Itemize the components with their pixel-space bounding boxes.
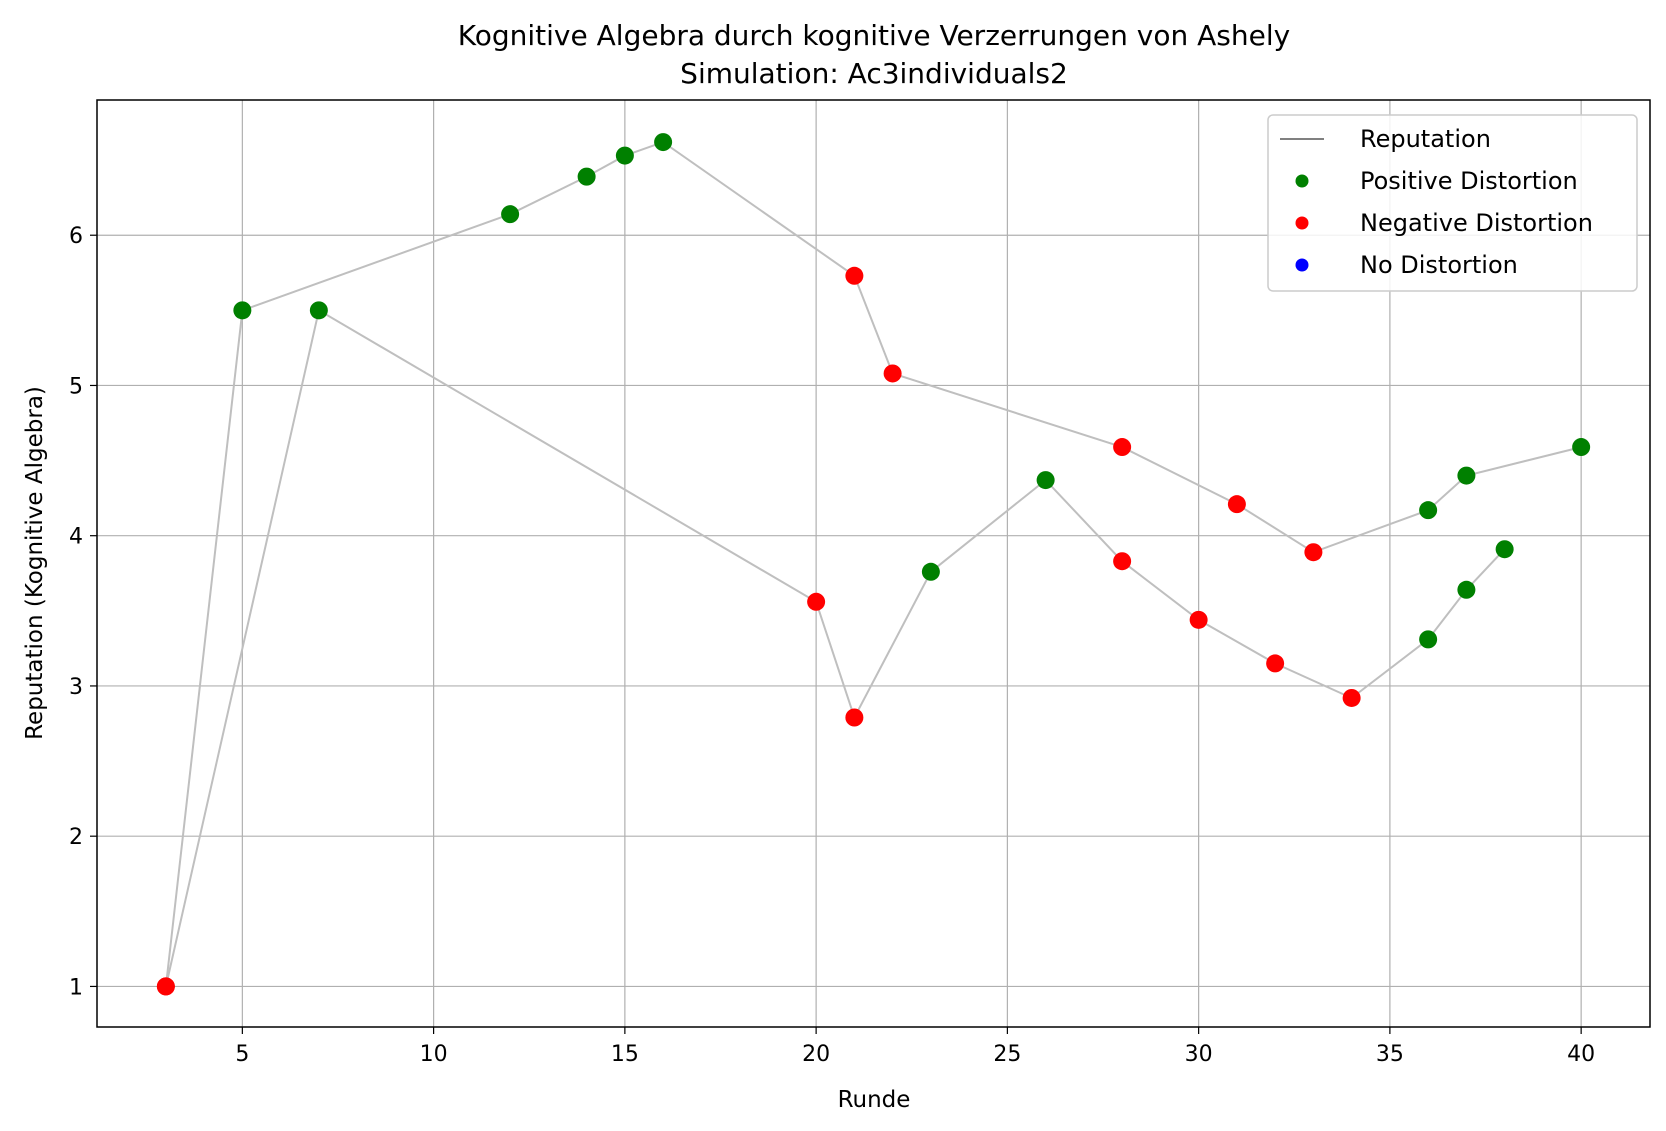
- positive-distortion-point: [233, 301, 252, 320]
- positive-distortion-point: [1495, 540, 1514, 559]
- negative-distortion-point: [1189, 610, 1208, 629]
- x-tick-label: 25: [993, 1042, 1021, 1067]
- data-points: [156, 133, 1591, 996]
- y-tick-label: 2: [69, 825, 83, 850]
- legend-marker-swatch: [1295, 258, 1309, 272]
- positive-distortion-point: [1457, 466, 1476, 485]
- y-tick-label: 4: [69, 525, 83, 550]
- y-tick-label: 1: [69, 975, 83, 1000]
- x-tick-label: 20: [802, 1042, 830, 1067]
- y-axis-label: Reputation (Kognitive Algebra): [22, 386, 48, 740]
- x-tick-label: 35: [1376, 1042, 1404, 1067]
- legend-marker-swatch: [1295, 216, 1309, 230]
- positive-distortion-point: [1457, 580, 1476, 599]
- negative-distortion-point: [845, 266, 864, 285]
- negative-distortion-point: [1304, 543, 1323, 562]
- legend-label: Negative Distortion: [1360, 209, 1593, 237]
- chart-title: Kognitive Algebra durch kognitive Verzer…: [458, 19, 1290, 52]
- positive-distortion-point: [654, 133, 673, 152]
- legend-label: No Distortion: [1360, 251, 1518, 279]
- positive-distortion-point: [1419, 501, 1438, 520]
- negative-distortion-point: [845, 708, 864, 727]
- x-axis-ticks: 5 10 15 20 25 30 35 40: [235, 1027, 1595, 1067]
- positive-distortion-point: [1572, 438, 1591, 457]
- legend-marker-swatch: [1295, 174, 1309, 188]
- negative-distortion-point: [1113, 438, 1132, 457]
- y-tick-label: 3: [69, 675, 83, 700]
- plot-frame: [96, 99, 1651, 1028]
- legend-box: [1267, 114, 1638, 292]
- negative-distortion-point: [807, 592, 826, 611]
- negative-distortion-point: [1342, 688, 1361, 707]
- positive-distortion-point: [309, 301, 328, 320]
- chart-subtitle: Simulation: Ac3individuals2: [680, 57, 1068, 90]
- negative-distortion-point: [1227, 495, 1246, 514]
- y-tick-label: 5: [69, 374, 83, 399]
- y-tick-label: 6: [69, 224, 83, 249]
- legend: Reputation Positive Distortion Negative Di…: [1267, 114, 1638, 292]
- x-tick-label: 40: [1567, 1042, 1595, 1067]
- negative-distortion-point: [1113, 552, 1132, 571]
- x-axis-label: Runde: [838, 1087, 911, 1113]
- negative-distortion-point: [1266, 654, 1285, 673]
- x-tick-label: 15: [611, 1042, 639, 1067]
- legend-label: Positive Distortion: [1360, 167, 1578, 195]
- positive-distortion-point: [921, 562, 940, 581]
- legend-label: Reputation: [1360, 125, 1491, 153]
- reputation-line-1: [164, 140, 1582, 987]
- x-tick-label: 10: [420, 1042, 448, 1067]
- positive-distortion-point: [501, 205, 520, 224]
- positive-distortion-point: [615, 146, 634, 165]
- positive-distortion-point: [1419, 630, 1438, 649]
- y-axis-ticks: 1 2 3 4 5 6: [69, 224, 97, 1000]
- positive-distortion-point: [1036, 471, 1055, 490]
- positive-distortion-point: [577, 167, 596, 186]
- x-tick-label: 5: [235, 1042, 249, 1067]
- negative-distortion-point: [156, 977, 175, 996]
- x-tick-label: 30: [1185, 1042, 1213, 1067]
- negative-distortion-point: [883, 364, 902, 383]
